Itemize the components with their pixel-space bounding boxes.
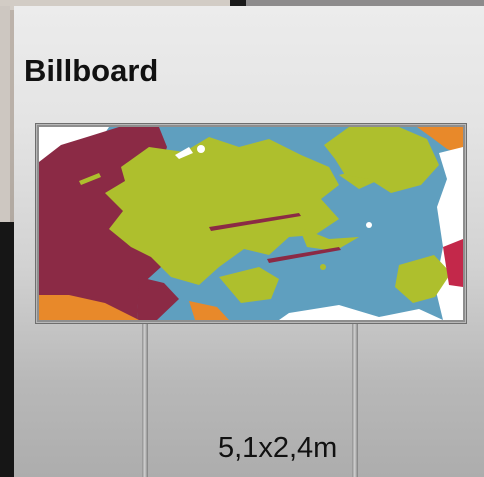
billboard-dimensions: 5,1x2,4m bbox=[218, 432, 338, 464]
paint-crimson-streak bbox=[209, 213, 301, 231]
paint-white-bottom bbox=[279, 305, 443, 320]
product-title: Billboard bbox=[24, 53, 159, 88]
paint-lime-dot bbox=[320, 264, 326, 270]
billboard-post-left bbox=[142, 324, 148, 477]
paint-orange-top-right bbox=[417, 127, 463, 155]
paint-crimson-drip bbox=[137, 277, 179, 320]
paint-splatter-art bbox=[39, 127, 463, 320]
background-dark-edge bbox=[0, 222, 14, 477]
billboard-post-right bbox=[352, 324, 358, 477]
paint-orange-bottom-left bbox=[39, 295, 139, 320]
paint-lime-top-right bbox=[324, 127, 439, 193]
paint-orange-bottom bbox=[189, 301, 229, 320]
background-stripe bbox=[0, 0, 230, 10]
paint-lime-fleck bbox=[79, 173, 101, 185]
paint-white-dot-2 bbox=[366, 222, 372, 228]
paint-crimson-streak-2 bbox=[267, 247, 341, 263]
paint-white-dot bbox=[197, 145, 205, 153]
paint-lime-center bbox=[105, 137, 339, 285]
paint-lime-bottom bbox=[219, 267, 279, 303]
paint-red-right bbox=[443, 239, 463, 287]
paint-lime-arm bbox=[299, 227, 359, 251]
paint-lime-bottom-right bbox=[395, 255, 451, 303]
background-shade bbox=[0, 6, 10, 222]
paint-white-fleck bbox=[175, 147, 193, 159]
